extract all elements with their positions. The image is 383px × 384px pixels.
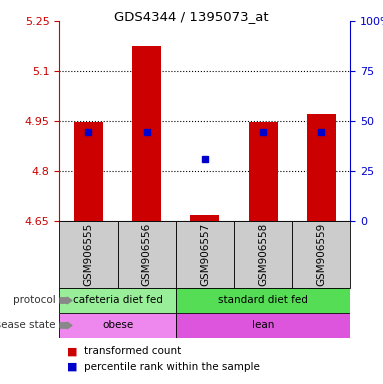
Bar: [176, 288, 350, 313]
Bar: [176, 313, 350, 338]
Text: protocol: protocol: [13, 295, 56, 306]
Text: transformed count: transformed count: [84, 346, 182, 356]
Bar: [190, 215, 219, 221]
Text: percentile rank within the sample: percentile rank within the sample: [84, 362, 260, 372]
Bar: [118, 221, 176, 288]
Bar: [59, 288, 176, 313]
Bar: [176, 221, 234, 288]
Text: lean: lean: [252, 320, 274, 331]
Bar: [292, 221, 350, 288]
Bar: [74, 122, 103, 221]
Bar: [234, 221, 292, 288]
Text: GSM906559: GSM906559: [316, 223, 326, 286]
Bar: [249, 122, 278, 221]
Text: cafeteria diet fed: cafeteria diet fed: [73, 295, 162, 306]
Bar: [59, 313, 176, 338]
Bar: [307, 114, 336, 221]
Text: GSM906558: GSM906558: [258, 223, 268, 286]
Text: standard diet fed: standard diet fed: [218, 295, 308, 306]
Bar: [59, 221, 118, 288]
Text: ■: ■: [67, 346, 77, 356]
Text: ■: ■: [67, 362, 77, 372]
Text: GSM906555: GSM906555: [83, 223, 93, 286]
Text: GDS4344 / 1395073_at: GDS4344 / 1395073_at: [114, 10, 269, 23]
Text: disease state: disease state: [0, 320, 56, 331]
Bar: [132, 46, 161, 221]
Text: GSM906556: GSM906556: [142, 223, 152, 286]
Text: obese: obese: [102, 320, 133, 331]
Text: GSM906557: GSM906557: [200, 223, 210, 286]
